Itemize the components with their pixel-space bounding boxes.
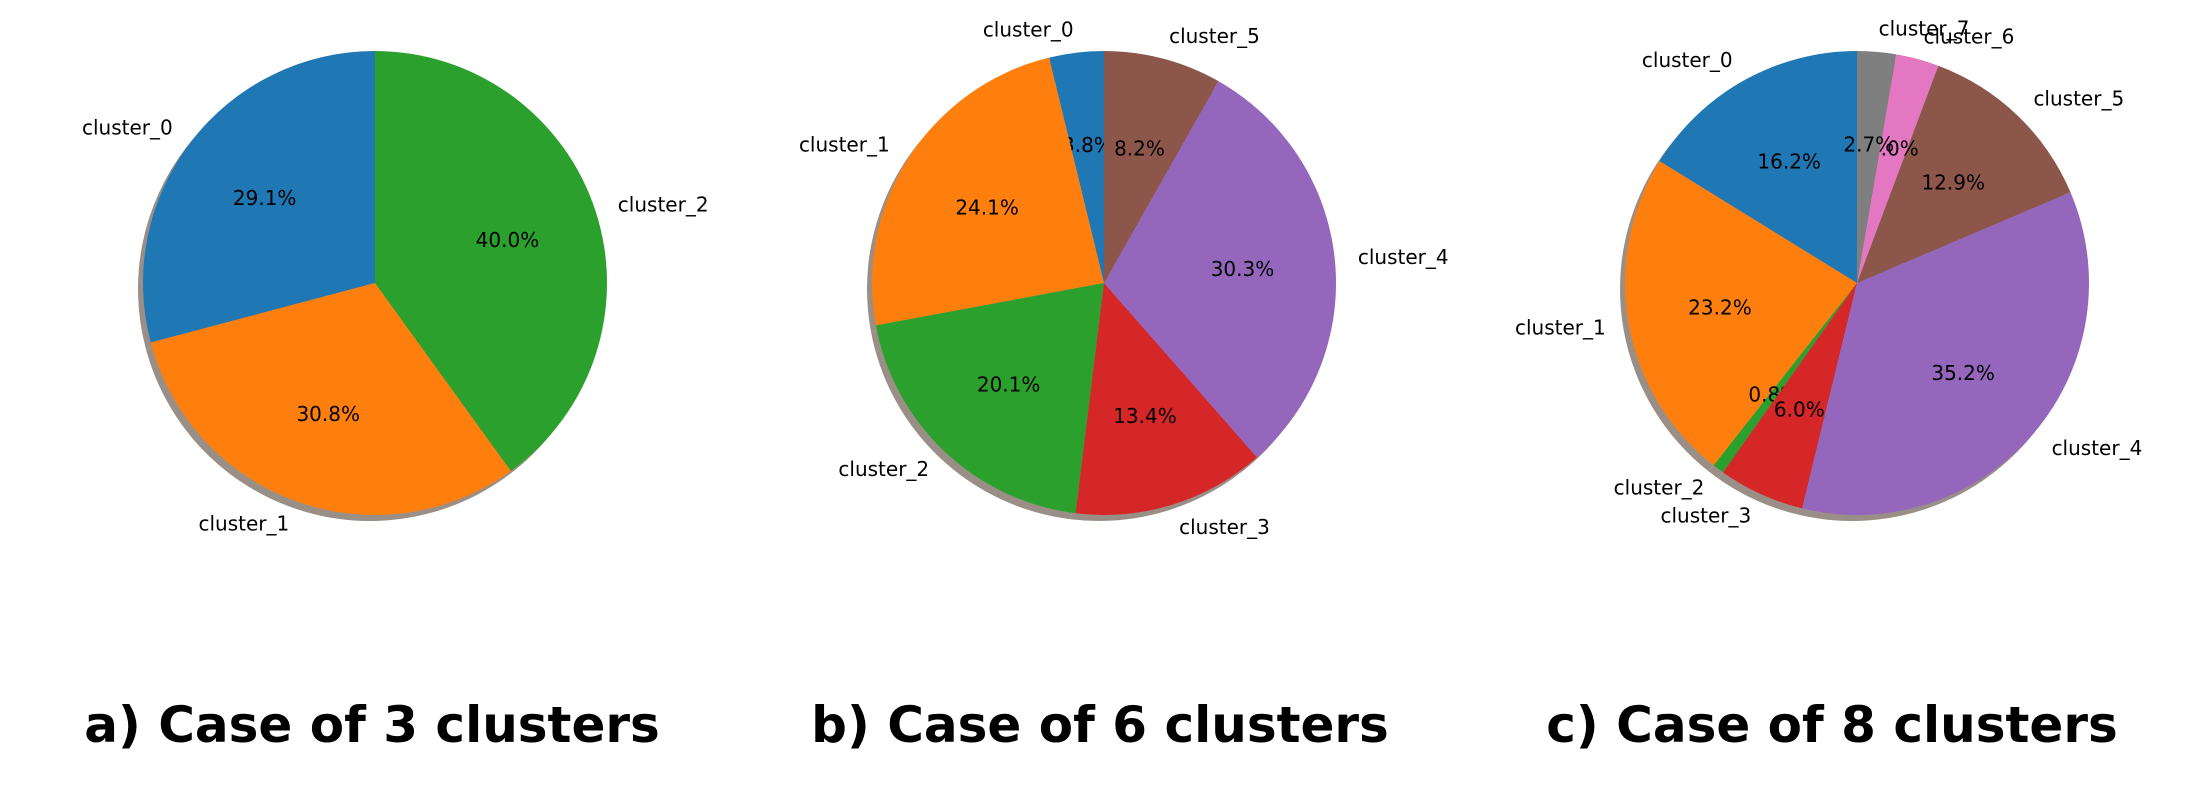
- slice-label-cluster-0: cluster_0: [983, 18, 1074, 42]
- slice-label-cluster-5: cluster_5: [1169, 24, 1260, 48]
- slice-label-cluster-7: cluster_7: [1879, 17, 1970, 41]
- slice-cluster-0: [1659, 51, 1857, 283]
- slice-label-cluster-3: cluster_3: [1179, 515, 1270, 539]
- slice-cluster-1: [872, 57, 1104, 326]
- slice-percent-cluster-3: 6.0%: [1774, 398, 1825, 422]
- slice-label-cluster-1: cluster_1: [1515, 316, 1606, 340]
- pie-chart-3-clusters: cluster_0 29.1% cluster_1 30.8% cluster_2 40.…: [82, 51, 709, 535]
- slice-cluster-4: [1104, 81, 1337, 458]
- slice-cluster-0: [1049, 51, 1104, 283]
- slice-percent-cluster-5: 12.9%: [1921, 170, 1985, 194]
- slice-cluster-1: [1625, 161, 1857, 466]
- slice-label-cluster-4: cluster_4: [1358, 245, 1449, 269]
- slice-label-cluster-3: cluster_3: [1661, 503, 1752, 527]
- slice-label-cluster-1: cluster_1: [799, 132, 890, 156]
- slice-percent-cluster-0: 29.1%: [233, 186, 297, 210]
- pie-chart-6-clusters: cluster_03.8%cluster_124.1%cluster_220.1…: [799, 18, 1449, 539]
- slice-cluster-2: [1713, 283, 1857, 473]
- slice-percent-cluster-4: 30.3%: [1211, 257, 1275, 281]
- slice-cluster-0: [142, 51, 375, 343]
- slice-percent-cluster-1: 23.2%: [1688, 295, 1752, 319]
- slice-percent-cluster-7: 2.7%: [1843, 132, 1894, 156]
- slice-label-cluster-4: cluster_4: [2052, 436, 2143, 460]
- slice-cluster-1: [150, 283, 511, 515]
- slice-percent-cluster-1: 30.8%: [296, 402, 360, 426]
- caption-6-clusters: b) Case of 6 clusters: [811, 696, 1389, 754]
- slice-label-cluster-1: cluster_1: [198, 511, 289, 535]
- slice-cluster-5: [1857, 65, 2071, 283]
- slice-cluster-4: [1802, 192, 2089, 516]
- slice-label-cluster-2: cluster_2: [1614, 476, 1705, 500]
- slice-label-cluster-6: cluster_6: [1924, 25, 2015, 49]
- slice-cluster-7: [1857, 51, 1897, 283]
- slice-cluster-3: [1075, 283, 1258, 515]
- slice-label-cluster-2: cluster_2: [838, 457, 929, 481]
- slice-percent-cluster-2: 40.0%: [476, 228, 540, 252]
- slice-percent-cluster-4: 35.2%: [1931, 361, 1995, 385]
- slice-label-cluster-0: cluster_0: [82, 115, 173, 139]
- pie-chart-8-clusters: cluster_016.2%cluster_123.2%cluster_20.8…: [1515, 17, 2142, 528]
- slice-cluster-3: [1723, 283, 1857, 509]
- slice-cluster-2: [375, 51, 608, 472]
- slice-label-cluster-0: cluster_0: [1642, 48, 1733, 72]
- slice-cluster-5: [1104, 51, 1219, 283]
- slice-percent-cluster-3: 13.4%: [1113, 404, 1177, 428]
- slice-cluster-2: [875, 283, 1104, 514]
- caption-8-clusters: c) Case of 8 clusters: [1546, 696, 2117, 754]
- slice-percent-cluster-2: 20.1%: [977, 372, 1041, 396]
- slice-percent-cluster-5: 8.2%: [1114, 136, 1165, 160]
- slice-label-cluster-5: cluster_5: [2033, 87, 2124, 111]
- slice-percent-cluster-0: 16.2%: [1757, 149, 1821, 173]
- slice-label-cluster-2: cluster_2: [618, 192, 709, 216]
- slice-percent-cluster-1: 24.1%: [955, 195, 1019, 219]
- caption-3-clusters: a) Case of 3 clusters: [84, 696, 660, 754]
- slice-cluster-6: [1857, 54, 1939, 283]
